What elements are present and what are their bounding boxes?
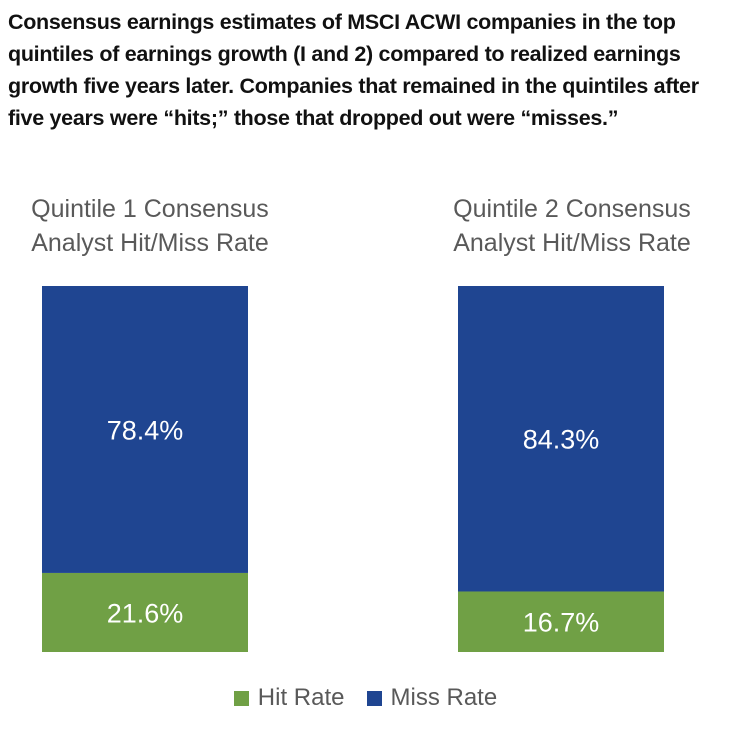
legend-item-hit-rate: Hit Rate (233, 684, 345, 712)
bar-quintile-2-miss-rate (458, 286, 664, 592)
stacked-bar-chart: 21.6% 78.4% 16.7% 84.3% (42, 286, 664, 652)
data-label-quintile-2-miss-rate: 84.3% (523, 425, 600, 455)
legend-label-miss-rate: Miss Rate (390, 684, 498, 711)
bar-quintile-1-miss-rate (42, 286, 248, 573)
legend-item-miss-rate: Miss Rate (366, 684, 498, 712)
legend-label-hit-rate: Hit Rate (257, 684, 345, 711)
panel-title-quintile-1: Quintile 1 Consensus Analyst Hit/Miss Ra… (31, 195, 269, 257)
data-label-quintile-1-hit-rate: 21.6% (107, 598, 184, 628)
panel-title-quintile-2: Quintile 2 Consensus Analyst Hit/Miss Ra… (453, 195, 691, 257)
data-label-quintile-2-hit-rate: 16.7% (523, 608, 600, 638)
legend: Hit Rate Miss Rate (0, 684, 731, 712)
chart-caption: Consensus earnings estimates of MSCI ACW… (8, 10, 699, 130)
legend-swatch-miss-rate (366, 690, 382, 706)
legend-swatch-hit-rate (233, 690, 249, 706)
bar-quintile-2-hit-rate (458, 591, 664, 652)
data-label-quintile-1-miss-rate: 78.4% (107, 415, 184, 445)
bar-quintile-1-hit-rate (42, 572, 248, 652)
